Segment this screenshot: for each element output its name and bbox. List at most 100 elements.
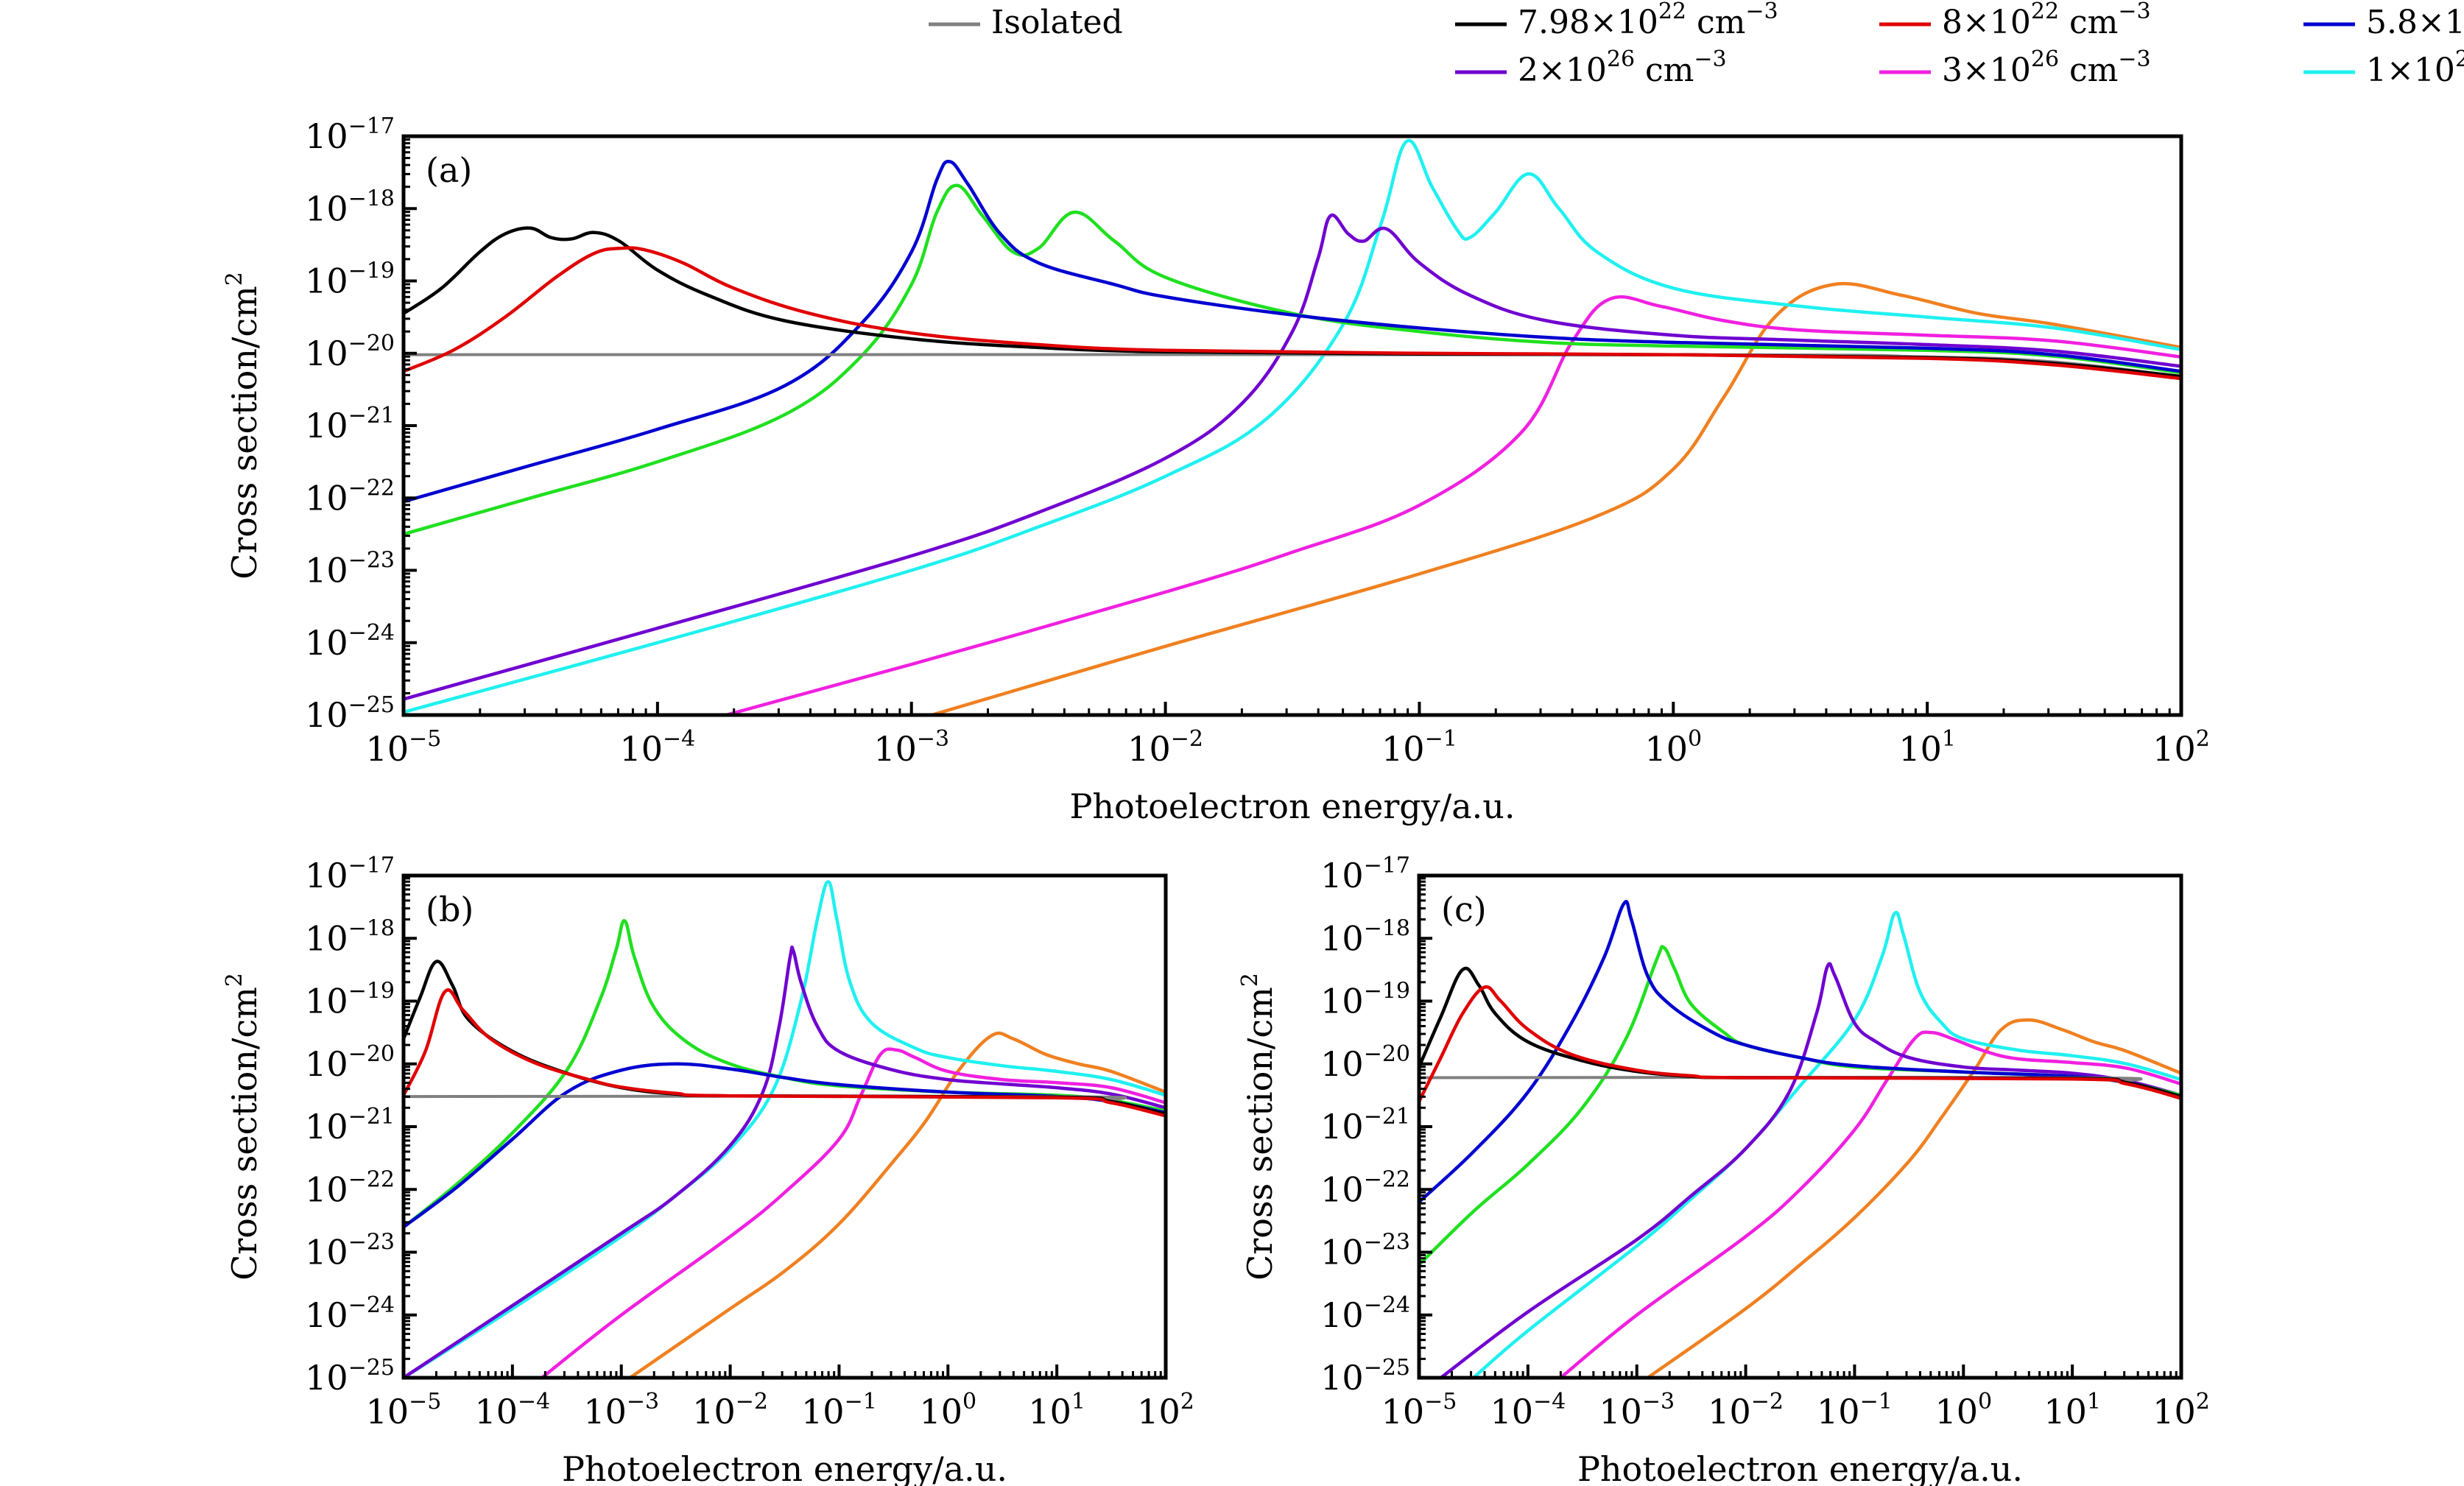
panel-a: 10−5 10−4 10−3 10−2 10−1 100 101 102 10−25 10−24 1… [222,113,2210,826]
y-tick-label: 10−23 [305,548,395,591]
x-tick-label: 10−2 [1127,726,1203,769]
y-tick-label: 10−22 [305,475,395,518]
y-tick-label: 10−24 [305,620,395,663]
x-tick-label: 10−5 [1381,1389,1457,1432]
series-n7-line [404,880,1166,1378]
y-tick-label: 10−21 [305,1104,395,1147]
y-tick-label: 10−17 [305,853,395,895]
x-axis-title: Photoelectron energy/a.u. [1069,786,1515,826]
y-tick-label: 10−25 [1320,1355,1410,1398]
x-tick-label: 10−5 [366,726,442,769]
x-tick-label: 10−3 [873,726,949,769]
series-n8-line [1647,1018,2181,1378]
x-tick-label: 102 [1137,1389,1194,1432]
legend-item-n5: 2×1026 cm−3 [1455,46,1727,89]
x-tick-label: 101 [1898,726,1956,769]
series-n7-line [1472,910,2181,1378]
y-tick-label: 10−17 [1320,853,1410,895]
series-n6-line [541,1047,1166,1378]
legend-label: 7.98×1022 cm−3 [1518,0,1778,41]
series-n4-line [404,183,2181,536]
x-tick-label: 102 [2153,726,2210,769]
series-n4-line [1419,945,2181,1267]
panel-c: 10−5 10−4 10−3 10−2 10−1 100 101 102 10−25 10−24 1… [1237,853,2210,1486]
y-axis-title: Cross section/cm2 [222,272,264,580]
panel-label: (b) [426,890,474,929]
y-tick-label: 10−17 [305,113,395,156]
y-axis-title: Cross section/cm2 [222,973,264,1281]
panel-label: (c) [1441,890,1487,929]
y-tick-label: 10−21 [1320,1104,1410,1147]
x-tick-label: 100 [1644,726,1702,769]
panel-label: (a) [426,150,472,190]
series-n6-line [1559,1030,2181,1378]
legend-item-n3: 5.8×1024 cm−3 [2303,0,2464,41]
legend-label: 1×1028 cm−3 [2366,46,2464,89]
y-tick-label: 10−19 [305,979,395,1021]
x-tick-label: 10−2 [1708,1389,1784,1432]
legend-item-n2: 8×1022 cm−3 [1879,0,2151,41]
series-n2-line [404,246,2181,381]
x-tick-label: 10−4 [619,726,695,769]
y-tick-label: 10−25 [305,692,395,735]
legend: Isolated 7.98×1022 cm−3 8×1022 cm−3 5.8×102… [929,0,2464,89]
legend-item-isolated: Isolated [929,4,1123,41]
legend-item-n7: 1×1028 cm−3 [2303,46,2464,89]
legend-item-n1: 7.98×1022 cm−3 [1455,0,1778,41]
x-tick-label: 10−1 [1817,1389,1893,1432]
series-n7-line [404,138,2181,714]
y-tick-label: 10−23 [305,1230,395,1272]
y-tick-label: 10−20 [1320,1041,1410,1084]
series-n3-line [404,160,2181,504]
x-axis-title: Photoelectron energy/a.u. [1577,1449,2023,1486]
x-tick-label: 10−1 [1381,726,1457,769]
legend-label: 3×1026 cm−3 [1942,46,2151,89]
x-tick-label: 10−1 [801,1389,877,1432]
axes-frame [1417,873,2183,1380]
series-n4-line [404,919,1166,1229]
legend-label: 8×1022 cm−3 [1942,0,2151,41]
y-tick-label: 10−18 [305,186,395,228]
series-n2-line [404,988,1166,1118]
y-tick-label: 10−20 [305,1041,395,1084]
x-tick-label: 100 [1935,1389,1992,1432]
plot-area [404,138,2181,715]
plot-area [1419,900,2181,1378]
y-tick-label: 10−19 [1320,979,1410,1021]
x-tick-label: 10−2 [692,1389,768,1432]
y-tick-label: 10−18 [305,915,395,958]
y-tick-label: 10−25 [305,1355,395,1398]
y-tick-label: 10−23 [1320,1230,1410,1272]
panel-b: 10−5 10−4 10−3 10−2 10−1 100 101 102 10−25 10−24 1… [222,853,1194,1486]
series-n3-line [1419,900,2181,1203]
y-tick-label: 10−22 [1320,1166,1410,1209]
series-n6-line [725,295,2181,715]
x-tick-label: 100 [919,1389,976,1432]
x-tick-label: 101 [2044,1389,2101,1432]
y-axis-title: Cross section/cm2 [1237,973,1280,1281]
y-tick-label: 10−18 [1320,915,1410,958]
series-n5-line [404,213,2181,701]
plot-area [404,880,1166,1378]
x-axis-title: Photoelectron energy/a.u. [562,1449,1007,1486]
x-tick-label: 10−5 [366,1389,442,1432]
series-n5-line [404,946,1166,1378]
x-tick-label: 10−4 [474,1389,550,1432]
legend-label: 5.8×1024 cm−3 [2366,0,2464,41]
x-tick-label: 10−4 [1490,1389,1566,1432]
y-tick-label: 10−19 [305,258,395,301]
series-n5-line [1440,962,2181,1378]
x-tick-label: 101 [1028,1389,1085,1432]
y-tick-label: 10−22 [305,1166,395,1209]
legend-label: Isolated [991,4,1123,41]
y-tick-label: 10−24 [305,1292,395,1335]
legend-item-n6: 3×1026 cm−3 [1879,46,2151,89]
y-tick-label: 10−20 [305,331,395,373]
legend-label: 2×1026 cm−3 [1518,46,1727,89]
y-tick-label: 10−24 [1320,1292,1410,1335]
series-n2-line [1419,985,2181,1102]
x-tick-label: 10−3 [1599,1389,1675,1432]
series-n8-line [931,281,2181,715]
x-tick-label: 102 [2153,1389,2210,1432]
